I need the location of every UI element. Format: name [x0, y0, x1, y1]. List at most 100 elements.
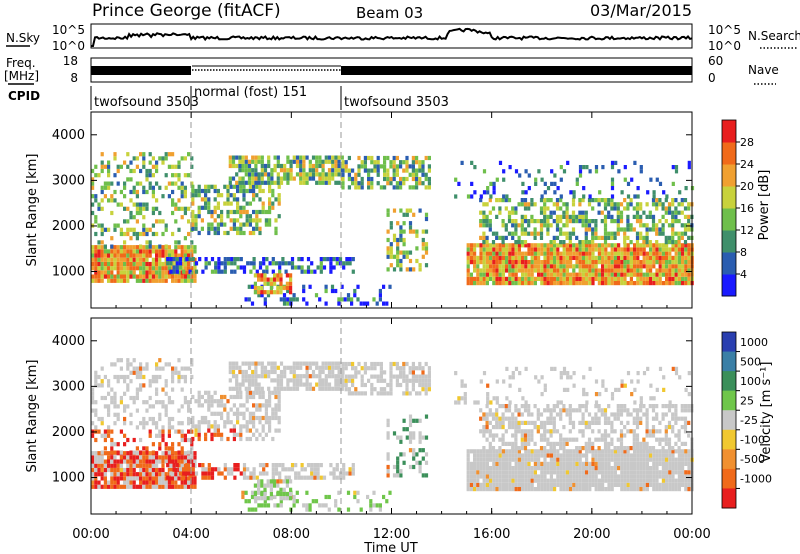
velocity-cell	[226, 436, 230, 442]
power-cell	[661, 227, 665, 232]
velocity-cell	[639, 453, 643, 458]
velocity-cell	[324, 378, 328, 383]
power-cell	[213, 226, 217, 231]
velocity-cell	[344, 387, 348, 392]
velocity-cell	[658, 429, 662, 434]
power-cell	[514, 281, 518, 286]
power-cell	[331, 159, 335, 164]
velocity-cell	[135, 408, 139, 413]
velocity-cell	[578, 478, 582, 483]
velocity-cell	[188, 467, 192, 472]
velocity-cell	[151, 476, 155, 481]
power-cell	[421, 172, 425, 177]
power-cell	[424, 216, 429, 222]
velocity-cell	[126, 451, 130, 456]
velocity-cell	[132, 455, 136, 460]
power-cell	[610, 251, 614, 256]
velocity-cell	[110, 437, 114, 443]
velocity-cell	[197, 436, 201, 442]
power-cell	[164, 270, 168, 275]
power-cell	[546, 281, 550, 286]
velocity-cell	[174, 366, 178, 371]
velocity-cell	[341, 361, 345, 367]
power-cell	[402, 221, 406, 226]
power-cell	[341, 160, 345, 165]
velocity-cell	[588, 487, 592, 492]
velocity-cell	[412, 435, 416, 440]
velocity-cell	[319, 475, 323, 480]
velocity-cell	[180, 480, 184, 485]
power-cell	[632, 227, 636, 232]
power-cell	[148, 160, 152, 165]
power-cell	[626, 260, 630, 265]
velocity-cell	[629, 474, 633, 479]
velocity-cell	[466, 487, 470, 492]
velocity-cell	[261, 424, 265, 429]
power-cell	[151, 210, 155, 216]
velocity-cell	[103, 433, 107, 438]
velocity-cell	[607, 446, 611, 451]
velocity-cell	[537, 474, 541, 479]
power-cell	[145, 278, 149, 283]
power-cell	[245, 209, 249, 215]
power-cell	[617, 247, 621, 252]
velocity-cell	[314, 499, 319, 504]
velocity-cell	[250, 494, 255, 500]
power-cell	[235, 155, 239, 160]
velocity-cell	[658, 453, 662, 458]
power-cell	[671, 202, 675, 207]
power-cell	[556, 281, 560, 286]
velocity-cell	[258, 403, 262, 408]
velocity-cell	[395, 378, 399, 383]
velocity-cell	[183, 480, 187, 485]
power-cell	[575, 281, 579, 286]
power-cell	[311, 155, 316, 160]
power-cell	[356, 284, 360, 289]
power-cell	[341, 164, 345, 169]
power-cell	[559, 240, 563, 245]
power-cell	[242, 209, 246, 215]
power-cell	[626, 268, 630, 273]
velocity-cell	[238, 386, 242, 391]
power-cell	[151, 266, 155, 271]
velocity-cell	[363, 391, 367, 396]
velocity-cell	[145, 362, 149, 367]
velocity-cell	[241, 374, 245, 379]
velocity-cell	[536, 416, 540, 421]
velocity-cell	[129, 412, 133, 417]
velocity-cell	[639, 441, 643, 446]
velocity-cell	[482, 474, 486, 479]
power-cell	[511, 251, 515, 256]
velocity-cell	[581, 446, 585, 451]
velocity-cell	[161, 472, 165, 477]
velocity-cell	[378, 507, 382, 512]
power-cell	[594, 235, 598, 240]
power-cell	[681, 264, 685, 269]
velocity-cell	[245, 394, 249, 400]
power-cell	[575, 276, 579, 281]
velocity-cell	[511, 478, 515, 483]
power-cell	[642, 281, 646, 286]
power-cell	[187, 249, 191, 254]
power-cell	[492, 268, 496, 273]
velocity-cell	[321, 503, 325, 508]
power-cell	[194, 261, 199, 266]
power-cell	[263, 281, 267, 286]
power-cell	[164, 173, 168, 178]
velocity-cell	[482, 433, 486, 438]
power-cell	[498, 260, 502, 265]
velocity-cell	[174, 480, 178, 485]
velocity-cell	[427, 366, 431, 371]
power-cell	[507, 219, 512, 224]
velocity-cell	[652, 478, 656, 483]
power-cell	[524, 276, 528, 281]
velocity-cell	[587, 425, 592, 430]
velocity-cell	[188, 475, 192, 480]
power-cell	[597, 235, 601, 240]
velocity-cell	[482, 446, 486, 451]
velocity-cell	[274, 428, 278, 433]
velocity-cell	[110, 395, 114, 401]
velocity-cell	[508, 487, 512, 492]
velocity-cell	[565, 461, 569, 466]
velocity-cell	[123, 484, 127, 489]
